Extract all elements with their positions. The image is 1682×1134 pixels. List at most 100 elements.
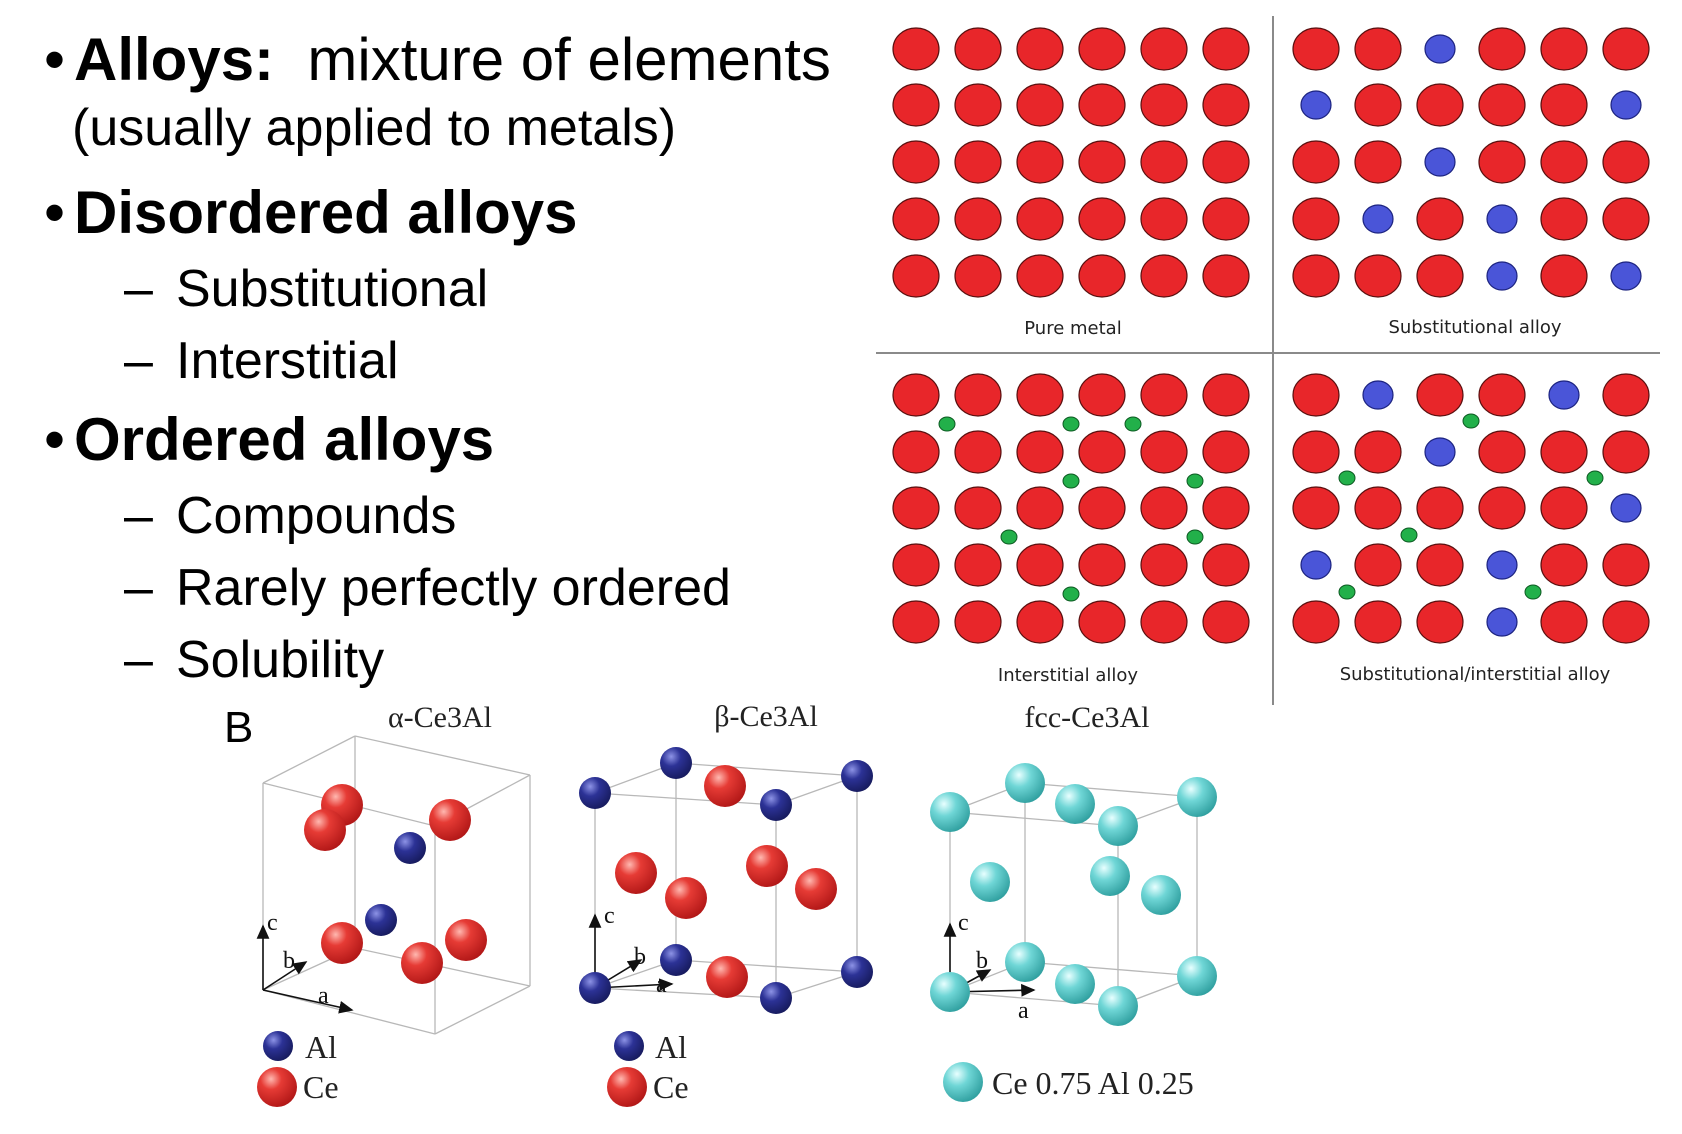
- panel-label-pure: Pure metal: [1024, 318, 1121, 339]
- al-atom: [760, 789, 792, 821]
- beta-axis-c-label: c: [604, 903, 615, 929]
- bullet-dot-icon: •: [44, 406, 66, 473]
- legend-ce-atom-icon: [607, 1067, 647, 1107]
- dash-icon: –: [124, 631, 153, 689]
- substitute-atom: [1548, 380, 1580, 410]
- host-atom: [1602, 140, 1650, 184]
- ce-atom: [665, 877, 707, 919]
- host-atom: [1602, 27, 1650, 71]
- host-atom: [1540, 27, 1588, 71]
- sub-bullet-solubility: – Solubility: [124, 631, 385, 689]
- legend-ce-label: Ce: [653, 1069, 689, 1105]
- alpha-unit-cell: [262, 735, 531, 1035]
- substitute-atom: [1362, 204, 1394, 234]
- dash-icon: –: [124, 487, 153, 545]
- host-atom: [892, 27, 940, 71]
- host-atom: [1292, 373, 1340, 417]
- host-atom: [1416, 600, 1464, 644]
- host-atom: [954, 486, 1002, 530]
- host-atom: [1478, 83, 1526, 127]
- alpha-legend: Al Ce: [257, 1029, 339, 1107]
- host-atom: [1078, 486, 1126, 530]
- beta-title: β-Ce3Al: [714, 700, 818, 733]
- host-atom: [1354, 83, 1402, 127]
- host-atom: [1292, 430, 1340, 474]
- host-atom: [1292, 197, 1340, 241]
- cell-edge: [594, 987, 777, 999]
- host-atom: [1016, 197, 1064, 241]
- host-atom: [892, 140, 940, 184]
- legend-al-atom-icon: [614, 1031, 644, 1061]
- host-atom: [1202, 486, 1250, 530]
- fcc-axis-b-label: b: [976, 948, 988, 974]
- fcc-legend: Ce 0.75 Al 0.25: [943, 1062, 1194, 1102]
- al-atom: [394, 832, 426, 864]
- al-atom: [660, 944, 692, 976]
- host-atom: [1478, 373, 1526, 417]
- interstitial-atom: [1338, 584, 1356, 600]
- interstitial-atom: [1186, 473, 1204, 489]
- ce-atom: [321, 922, 363, 964]
- host-atom: [1140, 83, 1188, 127]
- panel-label-interstitial: Interstitial alloy: [998, 665, 1139, 686]
- sub-bullet-substitutional: – Substitutional: [124, 260, 489, 318]
- host-atom: [1354, 430, 1402, 474]
- cell-edge: [354, 735, 531, 776]
- fcc-axis-a-label: a: [1018, 998, 1029, 1024]
- fcc-title: fcc-Ce3Al: [1025, 701, 1150, 734]
- ce-atom: [445, 919, 487, 961]
- interstitial-atom: [1000, 529, 1018, 545]
- host-atom: [1016, 373, 1064, 417]
- host-atom: [1202, 430, 1250, 474]
- host-atom: [1478, 430, 1526, 474]
- ce-atom: [795, 868, 837, 910]
- cell-edge: [262, 735, 356, 784]
- host-atom: [954, 83, 1002, 127]
- host-atom: [1202, 254, 1250, 298]
- host-atom: [1602, 430, 1650, 474]
- host-atom: [1202, 543, 1250, 587]
- host-atom: [1354, 254, 1402, 298]
- mixed-atom: [1090, 856, 1130, 896]
- mixed-atom: [930, 972, 970, 1012]
- cell-edge: [1024, 961, 1198, 977]
- host-atom: [954, 27, 1002, 71]
- host-atom: [892, 254, 940, 298]
- substitute-atom: [1300, 90, 1332, 120]
- host-atom: [1602, 373, 1650, 417]
- host-atom: [1140, 486, 1188, 530]
- substitute-atom: [1486, 204, 1518, 234]
- host-atom: [1416, 543, 1464, 587]
- bullet-ordered: • Ordered alloys: [44, 410, 494, 470]
- bullet-dot-icon: •: [44, 26, 66, 93]
- host-atom: [1478, 486, 1526, 530]
- mixed-atom: [1005, 763, 1045, 803]
- host-atom: [954, 254, 1002, 298]
- interstitial-atom: [1524, 584, 1542, 600]
- al-atom: [760, 982, 792, 1014]
- host-atom: [1140, 140, 1188, 184]
- host-atom: [1016, 486, 1064, 530]
- interstitial-atom: [1338, 470, 1356, 486]
- host-atom: [1354, 543, 1402, 587]
- cell-edge: [594, 792, 777, 806]
- panel-label-combined: Substitutional/interstitial alloy: [1340, 664, 1611, 685]
- crystal-atoms: [256, 747, 1217, 1026]
- interstitial-atom: [938, 416, 956, 432]
- legend-ce-atom-icon: [257, 1067, 297, 1107]
- beta-axis-b-label: b: [634, 944, 646, 970]
- al-atom: [841, 760, 873, 792]
- cell-edge: [675, 959, 858, 973]
- alpha-axis-c-label: c: [267, 910, 278, 936]
- host-atom: [1540, 600, 1588, 644]
- host-atom: [1016, 254, 1064, 298]
- legend-al-label: Al: [655, 1029, 687, 1065]
- host-atom: [1540, 140, 1588, 184]
- host-atom: [954, 373, 1002, 417]
- sub-bullet-compounds: – Compounds: [124, 487, 457, 545]
- host-atom: [1202, 27, 1250, 71]
- cell-edge: [434, 985, 531, 1035]
- host-atom: [1078, 83, 1126, 127]
- substitute-atom: [1424, 437, 1456, 467]
